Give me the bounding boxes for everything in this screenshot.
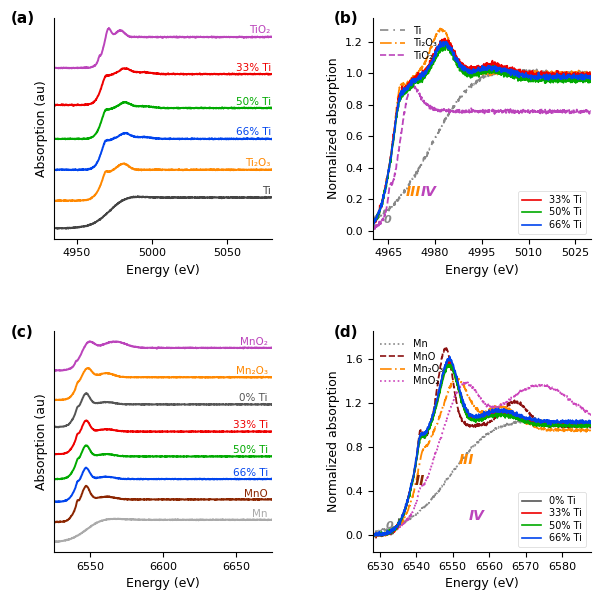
Text: III: III (406, 185, 421, 199)
Text: III: III (458, 453, 473, 467)
Text: TiO₂: TiO₂ (250, 25, 271, 35)
Text: 66% Ti: 66% Ti (236, 127, 271, 137)
Text: (a): (a) (10, 11, 34, 26)
Text: MnO: MnO (244, 488, 268, 499)
Text: II: II (415, 473, 425, 488)
Text: IV: IV (469, 509, 485, 523)
Y-axis label: Normalized absorption: Normalized absorption (326, 371, 340, 512)
Y-axis label: Absorption (au): Absorption (au) (35, 393, 49, 490)
Legend: 0% Ti, 33% Ti, 50% Ti, 66% Ti: 0% Ti, 33% Ti, 50% Ti, 66% Ti (518, 492, 586, 547)
Text: 0: 0 (383, 215, 391, 225)
X-axis label: Energy (eV): Energy (eV) (126, 577, 200, 590)
X-axis label: Energy (eV): Energy (eV) (445, 577, 519, 590)
Text: 0: 0 (385, 521, 393, 531)
X-axis label: Energy (eV): Energy (eV) (445, 264, 519, 277)
Text: IV: IV (421, 185, 437, 199)
Legend: 33% Ti, 50% Ti, 66% Ti: 33% Ti, 50% Ti, 66% Ti (518, 191, 586, 234)
Y-axis label: Normalized absorption: Normalized absorption (326, 58, 340, 199)
Text: (d): (d) (334, 325, 358, 340)
Text: (c): (c) (10, 325, 33, 340)
Text: Mn: Mn (253, 509, 268, 519)
Text: Ti₂O₃: Ti₂O₃ (245, 158, 271, 168)
Text: (b): (b) (334, 11, 358, 26)
Text: Ti: Ti (262, 186, 271, 196)
Text: 0% Ti: 0% Ti (239, 393, 268, 403)
Text: MnO₂: MnO₂ (240, 337, 268, 347)
X-axis label: Energy (eV): Energy (eV) (126, 264, 200, 277)
Text: Mn₂O₃: Mn₂O₃ (236, 366, 268, 376)
Text: 50% Ti: 50% Ti (236, 97, 271, 107)
Text: 66% Ti: 66% Ti (233, 468, 268, 478)
Text: 50% Ti: 50% Ti (233, 445, 268, 455)
Text: 33% Ti: 33% Ti (233, 421, 268, 430)
Text: 33% Ti: 33% Ti (236, 62, 271, 73)
Y-axis label: Absorption (au): Absorption (au) (35, 80, 49, 177)
